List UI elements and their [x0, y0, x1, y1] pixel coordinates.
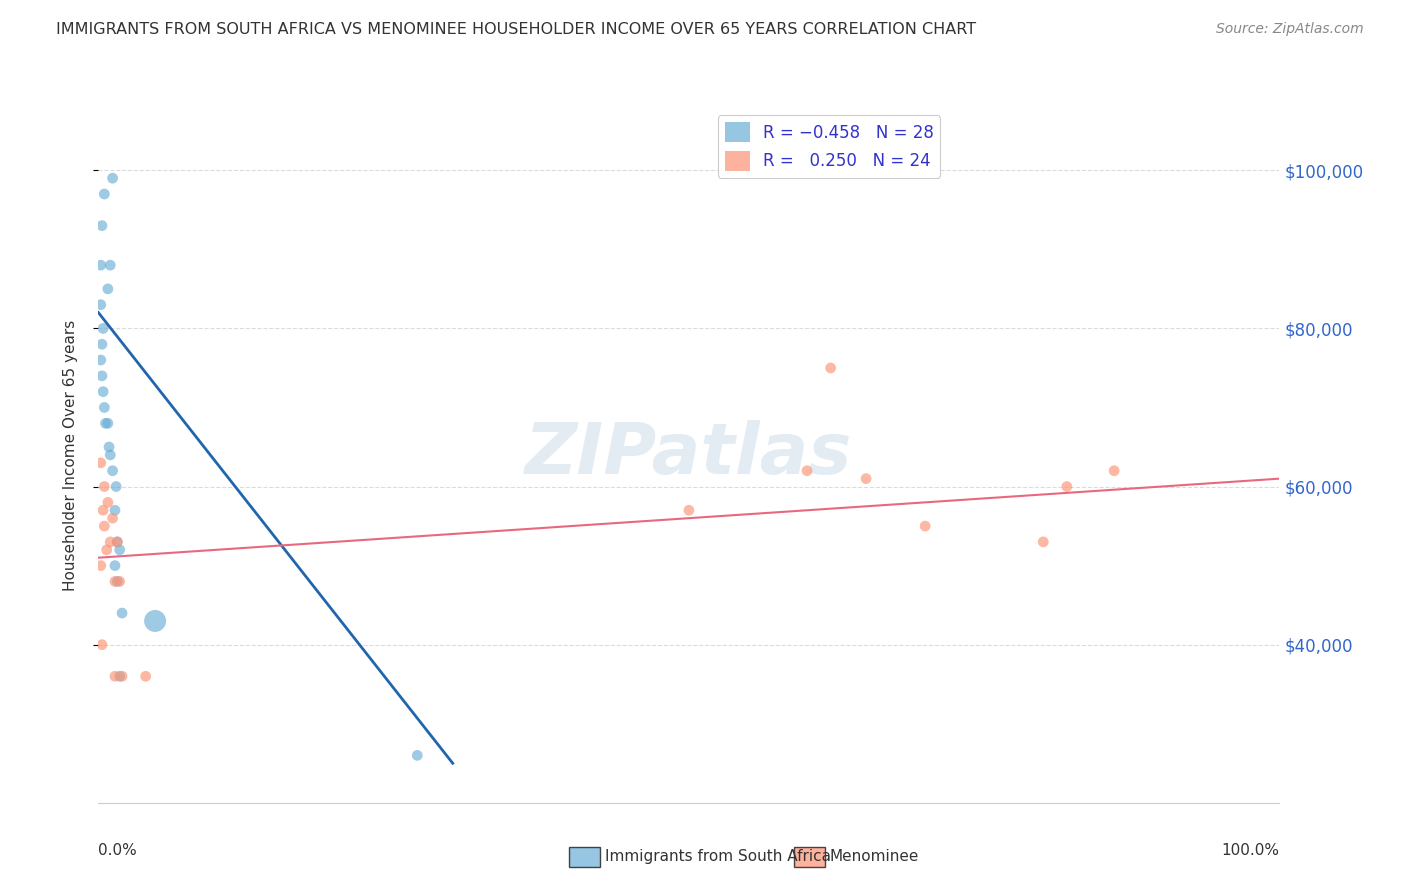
Point [855, 472, 877, 486]
Point [91, 384, 114, 399]
Point [91, 321, 114, 335]
Point [97, 282, 120, 296]
Point [104, 669, 127, 683]
Point [111, 606, 134, 620]
Point [94, 417, 117, 431]
Point [96, 542, 118, 557]
Point [143, 614, 166, 628]
Point [91, 368, 114, 383]
Point [90, 558, 112, 573]
Point [93, 401, 115, 415]
Legend: R = −0.458   N = 28, R =   0.250   N = 24: R = −0.458 N = 28, R = 0.250 N = 24 [718, 115, 941, 178]
Point [91, 219, 114, 233]
Point [93, 519, 115, 533]
Point [90, 456, 112, 470]
Text: 100.0%: 100.0% [1222, 843, 1279, 858]
Point [796, 464, 818, 478]
Point [93, 479, 115, 493]
Point [105, 574, 128, 589]
Point [105, 479, 128, 493]
Point [90, 298, 112, 312]
Point [108, 542, 131, 557]
Point [97, 495, 120, 509]
Point [90, 353, 112, 368]
Point [98, 448, 121, 462]
Point [91, 503, 114, 517]
Text: Menominee: Menominee [830, 849, 920, 863]
Point [105, 535, 128, 549]
Point [914, 519, 936, 533]
Point [91, 337, 114, 351]
Point [91, 638, 114, 652]
Point [101, 511, 124, 525]
Point [98, 440, 121, 454]
Y-axis label: Householder Income Over 65 years: Householder Income Over 65 years [63, 319, 77, 591]
Point [108, 574, 131, 589]
Point [98, 258, 121, 272]
Text: 0.0%: 0.0% [98, 843, 138, 858]
Text: ZIPatlas: ZIPatlas [526, 420, 852, 490]
Point [406, 748, 429, 763]
Point [104, 558, 127, 573]
Text: Immigrants from South Africa: Immigrants from South Africa [605, 849, 831, 863]
Point [105, 535, 128, 549]
Point [678, 503, 700, 517]
Point [101, 464, 124, 478]
Point [98, 535, 121, 549]
Point [108, 669, 131, 683]
Point [104, 574, 127, 589]
Point [93, 187, 115, 202]
Point [111, 669, 134, 683]
Point [104, 503, 127, 517]
Text: Source: ZipAtlas.com: Source: ZipAtlas.com [1216, 22, 1364, 37]
Point [135, 669, 157, 683]
Point [820, 361, 842, 376]
Point [101, 171, 124, 186]
Point [1102, 464, 1125, 478]
Point [1032, 535, 1054, 549]
Point [97, 417, 120, 431]
Text: IMMIGRANTS FROM SOUTH AFRICA VS MENOMINEE HOUSEHOLDER INCOME OVER 65 YEARS CORRE: IMMIGRANTS FROM SOUTH AFRICA VS MENOMINE… [56, 22, 976, 37]
Point [90, 258, 112, 272]
Point [1056, 479, 1078, 493]
